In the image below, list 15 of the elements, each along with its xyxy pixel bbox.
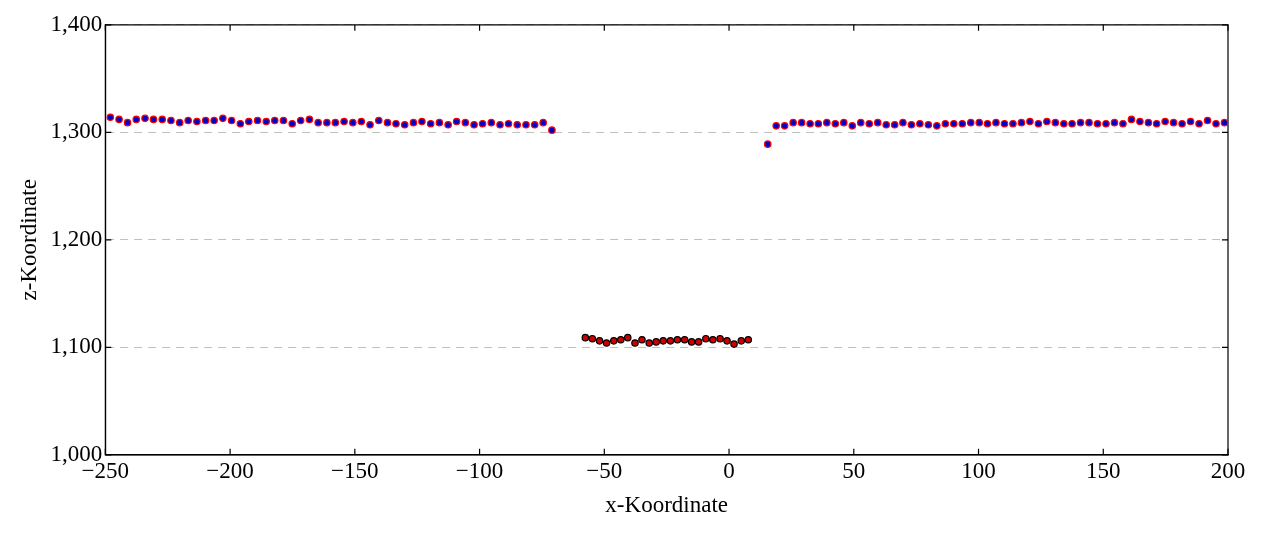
x-tick-label: −150 bbox=[331, 457, 379, 483]
x-tick-label: 150 bbox=[1086, 457, 1121, 483]
x-tick-label: −100 bbox=[455, 457, 504, 483]
y-tick-label: 1,400 bbox=[50, 10, 103, 36]
x-tick-label: 200 bbox=[1210, 457, 1246, 483]
x-axis-title: x-Koordinate bbox=[605, 492, 728, 518]
x-tick-label: 100 bbox=[961, 457, 996, 483]
x-tick-label: 0 bbox=[723, 457, 735, 483]
y-tick-label: 1,100 bbox=[50, 333, 103, 359]
y-tick-label: 1,200 bbox=[50, 225, 103, 251]
x-tick-label: −200 bbox=[206, 457, 254, 483]
x-tick-label: −50 bbox=[586, 457, 623, 483]
y-axis-title: z-Koordinate bbox=[15, 179, 41, 301]
x-tick-label: 50 bbox=[842, 457, 866, 483]
y-tick-label: 1,300 bbox=[50, 118, 103, 144]
